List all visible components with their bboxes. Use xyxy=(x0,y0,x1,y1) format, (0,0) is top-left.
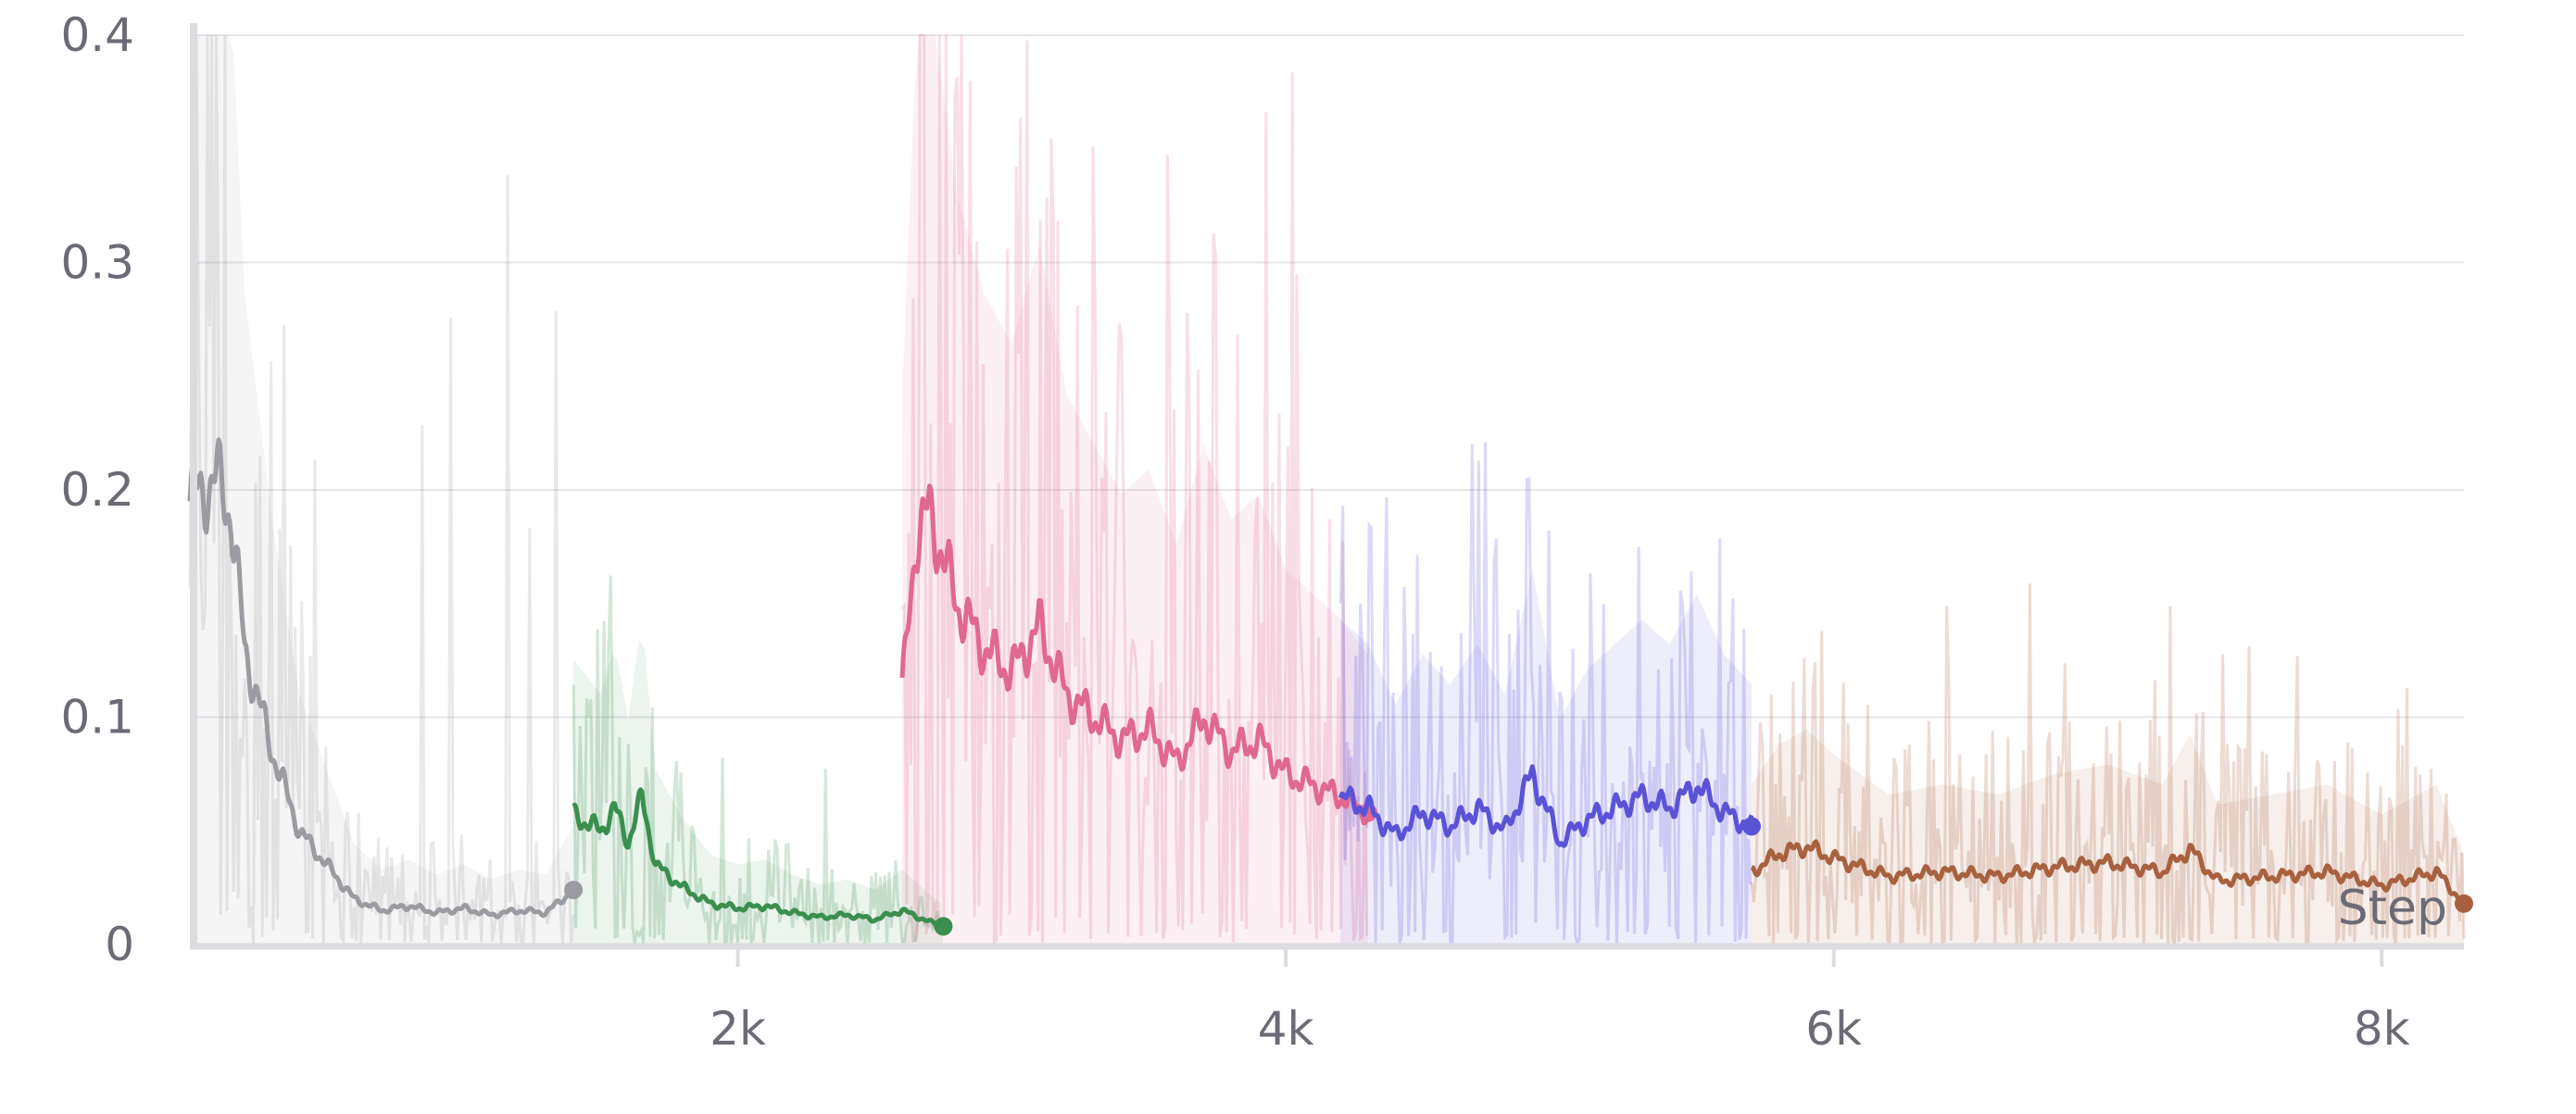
series-4-endpoint xyxy=(2455,894,2473,913)
grid xyxy=(190,34,2464,719)
series-2-band xyxy=(902,35,1368,945)
series-0-endpoint xyxy=(564,881,584,900)
series-3-raw xyxy=(1338,442,1753,949)
series-3-endpoint xyxy=(1741,817,1761,836)
series-2-line xyxy=(899,483,1371,826)
x-tick-label-1: 4k xyxy=(1258,1002,1314,1056)
y-tick-label-4: 0.4 xyxy=(60,8,134,62)
x-tick-label-0: 2k xyxy=(710,1002,766,1056)
series-4-band xyxy=(1751,729,2464,945)
series-4-raw xyxy=(1750,583,2466,950)
y-tick-label-0: 0 xyxy=(105,918,134,971)
series-0-band xyxy=(190,35,574,945)
y-tick-label-1: 0.1 xyxy=(60,691,134,745)
axes: 0 0.1 0.2 0.3 0.4 2k 4k 6k 8k xyxy=(60,8,2464,1056)
x-tick-label-2: 6k xyxy=(1805,1002,1862,1056)
y-tick-label-2: 0.2 xyxy=(60,463,134,517)
series-1-endpoint xyxy=(934,917,953,936)
y-tick-label-3: 0.3 xyxy=(60,236,134,290)
series-4-line xyxy=(1750,839,2466,902)
series-0-raw xyxy=(188,34,575,946)
series-1-line xyxy=(572,787,945,930)
x-tick-label-3: 8k xyxy=(2354,1002,2410,1056)
x-axis-label: Step xyxy=(2338,881,2447,936)
series-0-line xyxy=(187,437,576,920)
smoothed-series xyxy=(187,437,2473,936)
series-3-line xyxy=(1338,764,1754,848)
series-1-raw xyxy=(572,575,944,947)
series-3-band xyxy=(1340,569,1752,945)
